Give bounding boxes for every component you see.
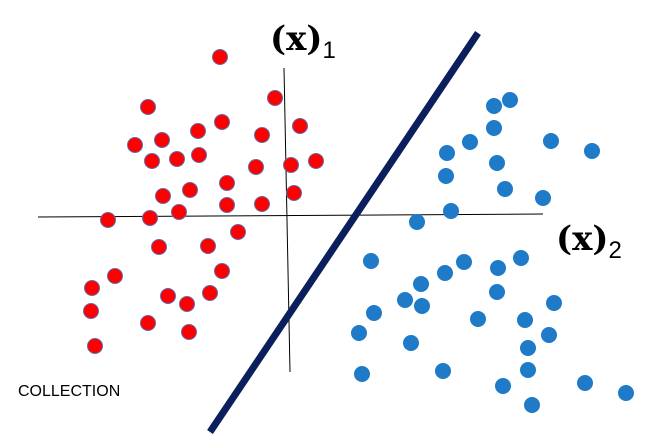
red-point [144, 153, 160, 169]
blue-point [409, 214, 425, 230]
blue-point [502, 92, 518, 108]
red-point [308, 153, 324, 169]
blue-point [413, 276, 429, 292]
blue-point [462, 134, 478, 150]
blue-point [363, 253, 379, 269]
red-point [230, 224, 246, 240]
blue-point [438, 168, 454, 184]
blue-point [535, 190, 551, 206]
blue-point [489, 155, 505, 171]
red-point [87, 338, 103, 354]
red-point [219, 197, 235, 213]
red-point [286, 185, 302, 201]
red-point [292, 118, 308, 134]
blue-point [351, 325, 367, 341]
blue-point [546, 295, 562, 311]
blue-point [439, 145, 455, 161]
separator-line [207, 31, 481, 434]
blue-point [443, 203, 459, 219]
red-point [200, 238, 216, 254]
red-point [248, 159, 264, 175]
red-point [171, 204, 187, 220]
caption: COLLECTION [18, 383, 120, 400]
red-point [142, 210, 158, 226]
red-point [100, 212, 116, 228]
red-point [254, 127, 270, 143]
red-point [160, 288, 176, 304]
red-point [155, 188, 171, 204]
blue-point [497, 181, 513, 197]
red-point [283, 157, 299, 173]
axis1-label: (x)1 [270, 19, 336, 64]
vertical-axis [283, 67, 291, 373]
blue-point [486, 98, 502, 114]
axis2-sub: 2 [608, 237, 621, 264]
blue-point [354, 366, 370, 382]
blue-point [618, 385, 634, 401]
red-point [179, 296, 195, 312]
blue-point [403, 335, 419, 351]
blue-point [437, 265, 453, 281]
blue-point [524, 397, 540, 413]
red-point [190, 123, 206, 139]
red-point [219, 175, 235, 191]
blue-point [489, 284, 505, 300]
axis2-label: (x)2 [556, 219, 622, 264]
blue-point [490, 260, 506, 276]
red-point [182, 182, 198, 198]
blue-point [541, 327, 557, 343]
red-point [191, 147, 207, 163]
axis1-sub: 1 [322, 37, 335, 64]
red-point [140, 99, 156, 115]
blue-point [520, 340, 536, 356]
red-point [214, 263, 230, 279]
red-point [181, 324, 197, 340]
red-point [267, 90, 283, 106]
points [83, 49, 634, 413]
blue-point [577, 375, 593, 391]
red-point [154, 132, 170, 148]
blue-point [366, 305, 382, 321]
blue-point [486, 120, 502, 136]
red-point [212, 49, 228, 65]
red-point [254, 196, 270, 212]
red-point [151, 239, 167, 255]
blue-point [397, 292, 413, 308]
axis1-base: (x) [270, 19, 322, 59]
red-point [84, 280, 100, 296]
red-point [83, 303, 99, 319]
blue-point [456, 254, 472, 270]
red-point [214, 114, 230, 130]
blue-point [435, 363, 451, 379]
red-point [107, 268, 123, 284]
horizontal-axis [37, 213, 544, 218]
blue-point [584, 143, 600, 159]
red-point [140, 315, 156, 331]
axis2-base: (x) [556, 219, 608, 259]
red-point [202, 285, 218, 301]
red-point [127, 137, 143, 153]
blue-point [520, 362, 536, 378]
blue-point [517, 312, 533, 328]
blue-point [414, 298, 430, 314]
blue-point [470, 311, 486, 327]
red-point [169, 151, 185, 167]
blue-point [513, 250, 529, 266]
blue-point [495, 378, 511, 394]
blue-point [543, 133, 559, 149]
